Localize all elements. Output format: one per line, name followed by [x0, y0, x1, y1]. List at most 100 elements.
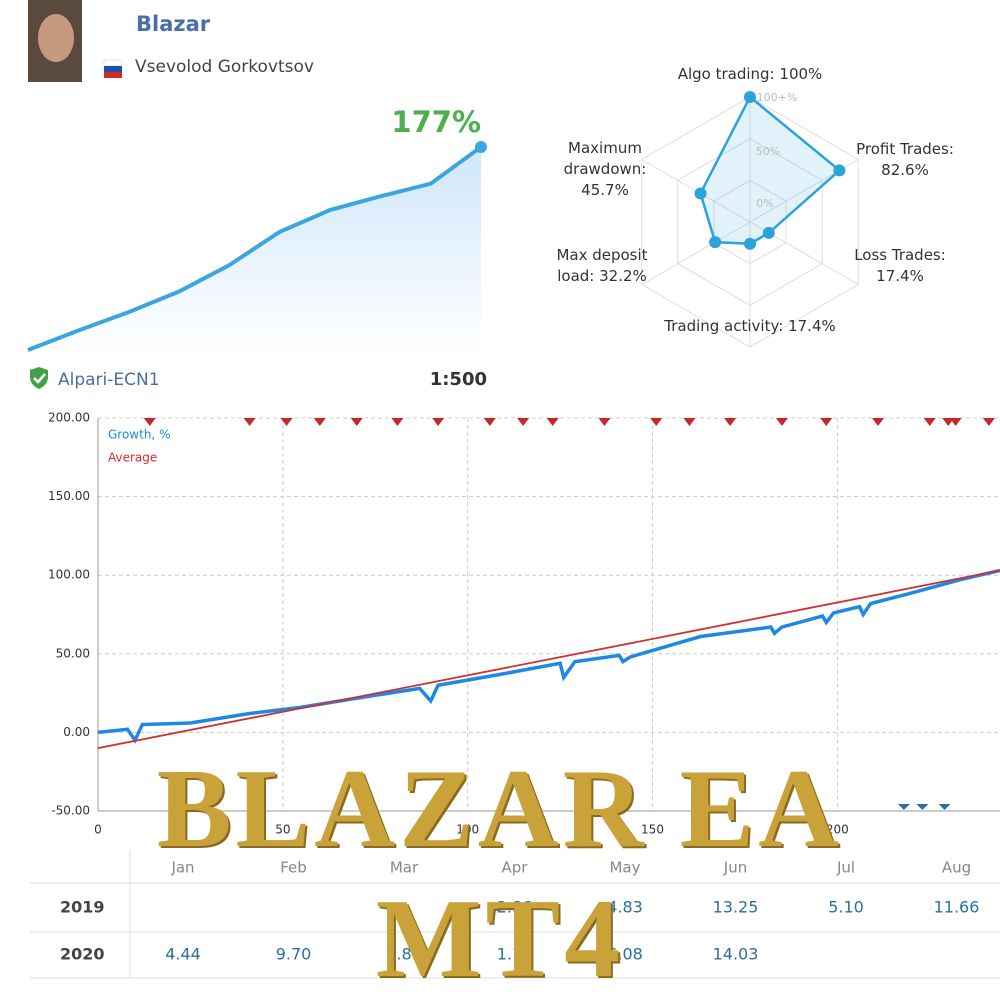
x-tick-label: 50	[275, 823, 290, 837]
deposit-marker	[391, 418, 404, 426]
radar-label: Profit Trades: 82.6%	[845, 139, 965, 181]
deposit-marker	[598, 418, 611, 426]
radar-point	[744, 237, 756, 250]
radar-spoke	[641, 221, 751, 285]
deposit-marker	[650, 418, 663, 426]
deposit-marker	[143, 418, 156, 426]
month-value: 11.66	[934, 898, 980, 917]
month-value: 5.10	[828, 898, 864, 917]
deposit-marker	[546, 418, 559, 426]
legend-entry: Average	[108, 451, 157, 465]
deposit-marker	[517, 418, 530, 426]
deposit-marker	[483, 418, 496, 426]
radar-label-text: Max deposit load:	[556, 246, 648, 285]
radar-point	[694, 187, 707, 200]
signal-name[interactable]: Blazar	[136, 12, 211, 36]
deposit-marker	[872, 418, 885, 426]
deposit-marker	[820, 418, 833, 426]
deposit-marker	[280, 418, 293, 426]
month-value: 8.87	[386, 945, 422, 964]
growth-area	[28, 146, 481, 355]
month-header: Jan	[170, 859, 194, 877]
x-tick-label: 0	[94, 823, 102, 837]
radar-label-text: Profit Trades:	[856, 140, 954, 158]
y-tick-label: 100.00	[48, 568, 90, 582]
author[interactable]: Vsevolod Gorkovtsov	[135, 57, 314, 77]
deposit-marker	[243, 418, 256, 426]
series-line	[97, 569, 1000, 750]
radar-label: Maximum drawdown: 45.7%	[555, 138, 655, 201]
radar-label: Max deposit load: 32.2%	[552, 245, 652, 287]
series-line	[97, 568, 1000, 744]
x-tick-label: 100	[456, 823, 479, 837]
month-value: 13.25	[713, 898, 759, 917]
radar-label-value: 17.4%	[788, 317, 836, 335]
deposit-marker	[313, 418, 326, 426]
year: 2020	[60, 945, 105, 964]
withdrawal-marker	[897, 804, 910, 810]
month-value: 9.70	[276, 945, 312, 964]
y-tick-label: 0.00	[63, 725, 90, 739]
overlay-subtitle: MT4	[375, 877, 625, 1000]
deposit-marker	[432, 418, 445, 426]
month-value: 1.16	[497, 945, 533, 964]
month-value: 6.08	[607, 945, 643, 964]
withdrawal-marker	[938, 804, 951, 810]
verified-icon	[30, 367, 48, 389]
y-tick-label: 150.00	[48, 489, 90, 503]
month-header: Apr	[502, 859, 529, 877]
radar-label-value: 45.7%	[581, 181, 629, 199]
month-header: Feb	[280, 859, 307, 877]
deposit-marker	[775, 418, 788, 426]
x-tick-label: 150	[641, 823, 664, 837]
growth-curve	[27, 145, 483, 352]
radar-label-value: 82.6%	[881, 161, 929, 179]
radar-label-text: Algo trading:	[677, 65, 775, 83]
radar-label: Algo trading: 100%	[650, 64, 850, 85]
radar-label-value: 100%	[779, 65, 823, 83]
month-header: Aug	[942, 859, 971, 877]
month-header: May	[609, 859, 640, 877]
avatar-face	[38, 14, 74, 62]
radar-ring-label: 100+%	[757, 91, 798, 104]
month-value: 4.83	[607, 898, 643, 917]
month-value: 2.86	[497, 898, 533, 917]
y-tick-label: -50.00	[51, 804, 90, 818]
radar-point	[709, 236, 722, 249]
month-value: 4.44	[165, 945, 201, 964]
radar-label: Loss Trades: 17.4%	[845, 245, 955, 287]
legend-entry: Growth, %	[108, 428, 170, 442]
radar-point	[744, 91, 756, 103]
radar-point	[762, 226, 775, 239]
radar-label: Trading activity: 17.4%	[650, 316, 850, 337]
radar-label-value: 17.4%	[876, 267, 924, 285]
radar-label-value: 32.2%	[599, 267, 647, 285]
flag	[104, 66, 122, 72]
deposit-marker	[350, 418, 363, 426]
radar-label-text: Loss Trades:	[854, 246, 946, 264]
verified-check	[33, 373, 46, 384]
y-tick-label: 200.00	[48, 411, 90, 425]
flag	[103, 59, 123, 67]
month-value: 14.03	[713, 945, 759, 964]
deposit-marker	[683, 418, 696, 426]
month-header: Jun	[723, 859, 747, 877]
flag	[104, 72, 122, 78]
radar-area	[699, 95, 842, 246]
overlay-title: BLAZAR EA	[156, 747, 844, 871]
month-header: Jul	[836, 859, 855, 877]
leverage: 1:500	[430, 369, 487, 390]
radar-ring-label: 0%	[756, 197, 773, 210]
y-tick-label: 50.00	[56, 646, 90, 660]
deposit-marker	[724, 418, 737, 426]
radar-label-text: Maximum drawdown:	[563, 139, 647, 178]
withdrawal-marker	[916, 804, 929, 810]
growth-value: 177%	[391, 105, 481, 139]
broker-server[interactable]: Alpari-ECN1	[58, 370, 160, 390]
radar-label-text: Trading activity:	[664, 317, 784, 335]
radar-point	[833, 164, 846, 177]
growth-end	[475, 140, 487, 153]
x-tick-label: 200	[826, 823, 849, 837]
month-header: Mar	[390, 859, 419, 877]
